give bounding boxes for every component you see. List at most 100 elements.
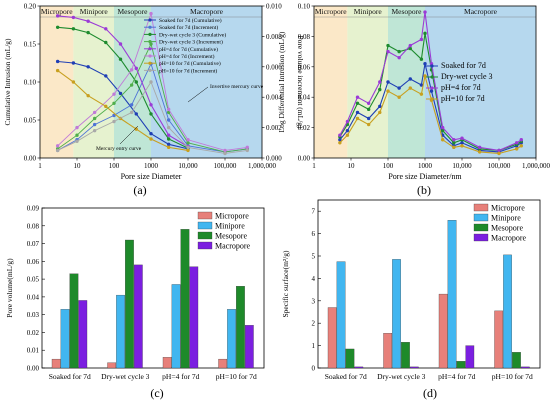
data-point [355,101,360,105]
legend-label: Dry-wet cycle 3 (Increment) [159,39,223,46]
data-point [134,66,138,71]
data-point [408,86,412,90]
y-axis-label: Log Differential Intrusion (mL/g) [277,31,286,132]
data-point [104,27,108,31]
legend-label: Soaked for 7d (Increment) [159,24,218,31]
data-point [397,86,401,90]
bar [171,284,181,369]
data-point [355,95,360,99]
y2-axis-label: Pore volume increment (mL/g) [296,35,305,129]
bar [354,366,364,369]
data-point [419,57,424,61]
data-point [71,61,76,65]
bar [512,352,521,369]
bar [520,366,530,369]
x-tick-label: 100 [383,162,394,170]
x-tick-label: Dry-wet cycle 3 [377,372,426,381]
data-point [129,83,134,87]
data-point [366,101,371,105]
legend-swatch [473,203,489,212]
data-point [378,87,382,92]
legend-label: pH=10 for 7d (Cumulative) [159,60,221,67]
y-tick-label: 0.10 [298,3,311,11]
series-line [339,75,522,154]
legend-marker [430,64,434,68]
legend-label: Micropore [215,212,249,221]
series-line [57,11,248,151]
y2-tick-label: 0.004 [266,94,282,102]
panel-label: (a) [133,183,146,197]
y-tick-label: 0.20 [24,3,37,11]
x-tick-label: 1000 [418,162,433,170]
x-tick-label: Soaked for 7d [325,372,367,381]
series-line [339,12,522,151]
data-point [55,25,60,29]
data-point [477,145,482,150]
data-point [186,148,190,153]
y2-tick-label: 0.002 [266,124,282,132]
panel-b: Micropore Minipore Mesopore Macropore 1 10 100… [277,3,550,182]
bar [236,286,245,369]
data-point [429,89,434,93]
y-tick-label: 0.08 [298,33,311,41]
x-tick-label: 1,000,000 [248,162,277,170]
legend-label: Soaked for 7d [441,61,486,70]
region-macropore [425,6,536,158]
data-point [86,19,90,23]
data-point [423,10,427,14]
data-point [460,136,464,140]
series-line [57,81,248,154]
region-label: Minipore [354,7,383,16]
data-point [440,125,445,130]
legend-label: pH=10 for 7d [441,94,485,103]
region-micropore [314,6,348,158]
x-tick-label: pH=4 for 7d [438,372,475,381]
legend-swatch [197,221,213,230]
data-point [112,113,116,118]
region-label: Mesopore [118,7,149,16]
data-point [112,92,116,96]
panel-a: Micropore Minipore Mesopore Macropore 1 10 100… [3,3,305,182]
x-axis-label: Pore size Diameter/nm [388,172,462,181]
y2-tick-label: 0.000 [266,155,282,163]
data-point [419,83,424,87]
legend-label: Macropore [491,234,527,243]
data-point [55,59,60,64]
data-point [245,145,249,150]
legend-label: pH=4 for 7d (Cumulative) [159,46,218,53]
y-tick-label: 0.09 [27,205,40,213]
data-point [71,15,76,20]
data-point [345,133,350,137]
data-point [118,42,123,46]
y-tick-label: 6 [312,230,316,238]
series-line [57,62,248,153]
y-tick-label: 0.06 [27,258,40,266]
bar [447,220,457,369]
x-tick-label: 1 [38,162,42,170]
data-point [166,137,171,141]
legend-label: pH=4 for 7d (Increment) [159,53,215,60]
bar [107,362,117,369]
data-point [366,116,371,121]
data-point [86,65,90,69]
region-label: Macropore [190,7,224,16]
data-point [71,80,76,84]
data-point [55,14,60,18]
y-axis-label: Pore volume(mL/g) [5,258,14,318]
y-tick-label: 0.06 [298,63,311,71]
y-tick-label: 0.01 [27,347,40,355]
region-label: Micropore [41,7,73,16]
series-line [339,33,522,151]
data-point [338,141,342,145]
y-tick-label: 4 [312,275,316,283]
bar [51,358,61,369]
x-tick-label: 100 [109,162,120,170]
data-point [104,74,108,78]
y-tick-label: 0.04 [27,293,40,301]
data-point [345,119,350,124]
y-tick-label: 0.00 [24,155,37,163]
x-tick-label: Dry-wet cycle 3 [101,372,150,381]
data-point [338,133,342,137]
data-point [355,116,360,121]
legend-label: pH=4 for 7d [441,83,481,92]
